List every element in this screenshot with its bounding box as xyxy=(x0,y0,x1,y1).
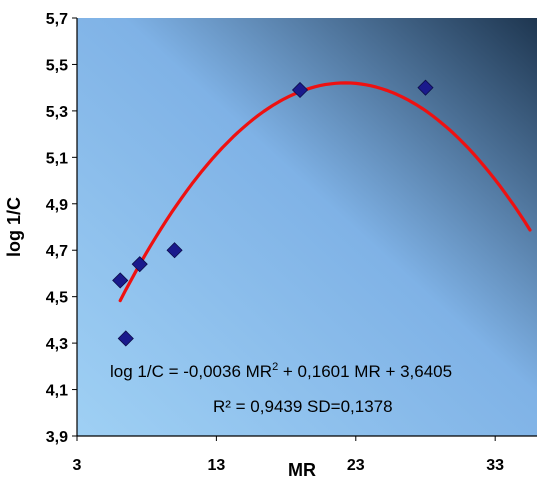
x-ticks: 3 13 23 33 xyxy=(73,436,504,474)
fit-curve xyxy=(118,81,532,303)
equation-prefix: log 1/C = -0,0036 MR xyxy=(110,362,272,381)
data-point xyxy=(117,330,134,347)
equation-superscript: 2 xyxy=(272,361,278,373)
data-point xyxy=(131,256,148,273)
y-tick-label: 4,1 xyxy=(46,383,68,400)
x-tick-label: 33 xyxy=(486,457,504,474)
stats-annotation: R² = 0,9439 SD=0,1378 xyxy=(213,397,393,416)
data-point xyxy=(417,79,434,96)
y-tick-label: 4,5 xyxy=(46,290,68,307)
data-point xyxy=(291,81,309,99)
data-points xyxy=(112,79,434,347)
x-axis-title: MR xyxy=(288,460,316,480)
y-tick-label: 4,7 xyxy=(46,243,68,260)
y-tick-label: 3,9 xyxy=(46,429,68,446)
x-tick-label: 3 xyxy=(73,457,82,474)
data-point xyxy=(166,242,183,259)
x-tick-label: 23 xyxy=(347,457,365,474)
y-tick-label: 5,3 xyxy=(46,104,68,121)
y-tick-label: 4,9 xyxy=(46,197,68,214)
y-tick-label: 5,7 xyxy=(46,11,68,28)
y-axis-title: log 1/C xyxy=(4,197,24,257)
x-tick-label: 13 xyxy=(207,457,225,474)
y-ticks: 3,9 4,1 4,3 4,5 4,7 4,9 5,1 5,3 5,5 5,7 xyxy=(46,11,77,446)
y-tick-label: 5,5 xyxy=(46,57,68,74)
y-tick-label: 4,3 xyxy=(46,336,68,353)
equation-suffix: + 0,1601 MR + 3,6405 xyxy=(278,362,452,381)
y-tick-label: 5,1 xyxy=(46,150,68,167)
equation-annotation: log 1/C = -0,0036 MR2 + 0,1601 MR + 3,64… xyxy=(110,361,452,381)
data-point xyxy=(112,272,129,289)
